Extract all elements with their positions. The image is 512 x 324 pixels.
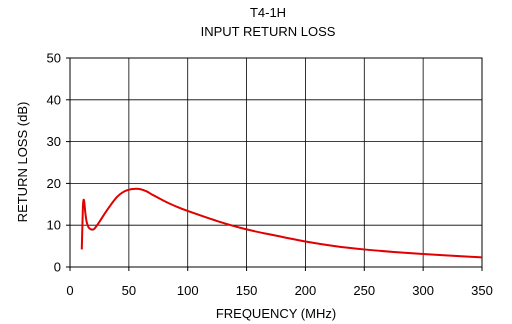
x-tick-label: 50 [122, 283, 136, 298]
y-axis-ticks: 0 10 20 30 40 50 [47, 51, 70, 275]
chart-subtitle: INPUT RETURN LOSS [201, 24, 336, 39]
x-tick-label: 100 [177, 283, 199, 298]
x-tick-label: 300 [412, 283, 434, 298]
y-axis-label: RETURN LOSS (dB) [15, 102, 30, 223]
x-tick-label: 150 [236, 283, 258, 298]
grid [70, 58, 482, 267]
y-tick-label: 40 [47, 92, 61, 107]
x-tick-label: 250 [353, 283, 375, 298]
chart-title: T4-1H [250, 5, 286, 20]
plot-area [69, 57, 483, 268]
y-tick-label: 20 [47, 176, 61, 191]
series-line-0 [80, 187, 483, 259]
y-tick-label: 50 [47, 51, 61, 66]
x-axis-label: FREQUENCY (MHz) [216, 306, 336, 321]
y-tick-label: 30 [47, 134, 61, 149]
series-layer [80, 187, 483, 259]
y-tick-label: 10 [47, 218, 61, 233]
x-axis-ticks: 0 50 100 150 200 250 300 350 [66, 267, 493, 298]
x-tick-label: 0 [66, 283, 73, 298]
x-tick-label: 350 [471, 283, 493, 298]
y-tick-label: 0 [54, 260, 61, 275]
x-tick-label: 200 [295, 283, 317, 298]
